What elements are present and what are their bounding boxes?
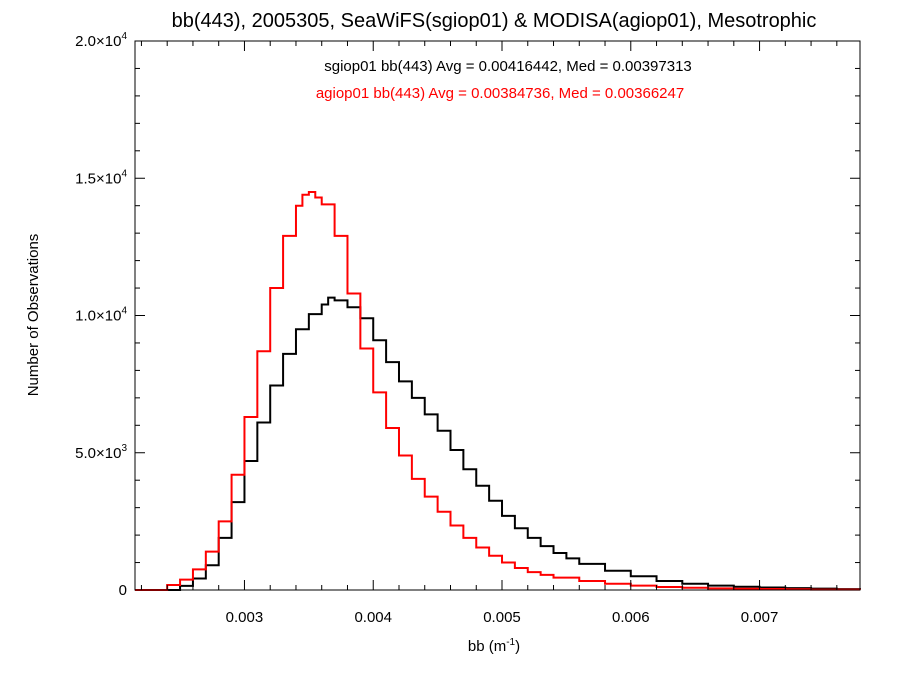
x-axis-label-text: bb (m (468, 638, 506, 655)
legend-entry-sgiop01: sgiop01 bb(443) Avg = 0.00416442, Med = … (324, 58, 692, 75)
y-tick-label: 5.0×103 (75, 443, 127, 462)
tick-layer: 0.003 0.004 0.005 0.006 0.007 0 5.0×103 1.0×104… (75, 31, 860, 626)
series-layer (135, 190, 861, 591)
series-line-agiop01 (135, 190, 861, 591)
y-axis-label: Number of Observations (25, 234, 42, 397)
x-tick-label: 0.006 (612, 609, 650, 626)
x-tick-label: 0.004 (354, 609, 392, 626)
plot-frame (134, 40, 861, 591)
x-axis-label: bb (m-1) (468, 637, 520, 655)
legend-entry-agiop01: agiop01 bb(443) Avg = 0.00384736, Med = … (316, 85, 684, 102)
x-axis-label-close: ) (515, 638, 520, 655)
x-tick-label: 0.007 (741, 609, 779, 626)
y-tick-label: 1.0×104 (75, 306, 127, 325)
x-tick-label: 0.005 (483, 609, 521, 626)
y-tick-label: 2.0×104 (75, 31, 127, 50)
x-axis-label-unit-exponent: -1 (506, 637, 515, 648)
y-tick-label: 0 (119, 582, 127, 599)
chart-title: bb(443), 2005305, SeaWiFS(sgiop01) & MOD… (172, 10, 817, 32)
y-tick-label: 1.5×104 (75, 168, 127, 187)
series-line-sgiop01 (135, 296, 861, 591)
x-tick-label: 0.003 (226, 609, 264, 626)
